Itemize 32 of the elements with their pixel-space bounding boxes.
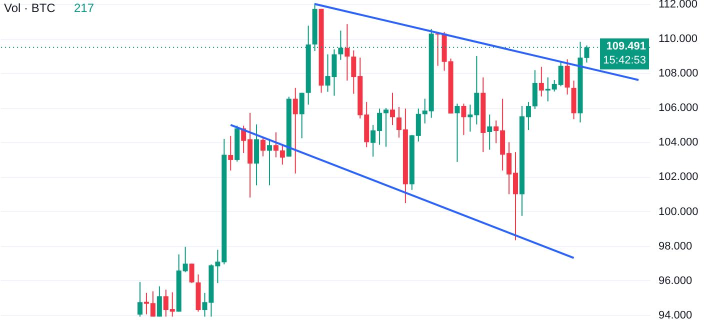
candlestick	[156, 286, 162, 318]
candlestick	[461, 103, 466, 136]
y-tick-label: 112.000	[658, 0, 698, 10]
y-tick-label: 94.000	[658, 309, 692, 321]
candlestick	[280, 144, 285, 166]
candlestick	[137, 282, 142, 318]
candlestick	[260, 137, 266, 157]
candlestick	[487, 114, 492, 150]
candlestick	[189, 263, 194, 284]
candlestick	[292, 87, 298, 174]
text: 217	[74, 1, 94, 15]
ref-line-label: 109.491	[606, 40, 646, 52]
candlestick	[538, 66, 544, 97]
candlestick	[228, 135, 234, 171]
y-tick-label: 104.000	[658, 136, 698, 149]
y-tick-label: 108.000	[658, 68, 698, 80]
candlestick	[266, 138, 272, 186]
y-tick-label: 110.000	[658, 33, 698, 46]
candlestick	[344, 24, 350, 82]
y-tick-label: 106.000	[658, 102, 698, 114]
y-tick-label: 100.000	[658, 206, 698, 218]
annotation: 15:42:53	[603, 54, 646, 66]
y-tick-label: 98.000	[658, 240, 692, 252]
text: Vol · BTC	[4, 1, 56, 15]
candlestick	[384, 107, 389, 148]
candlestick	[390, 92, 395, 126]
candlestick	[273, 132, 278, 158]
y-tick-label: 96.000	[658, 274, 692, 287]
candlestick	[299, 92, 304, 139]
candlestick	[564, 58, 570, 95]
y-tick-label: 102.000	[658, 171, 698, 184]
candlestick	[454, 103, 460, 162]
